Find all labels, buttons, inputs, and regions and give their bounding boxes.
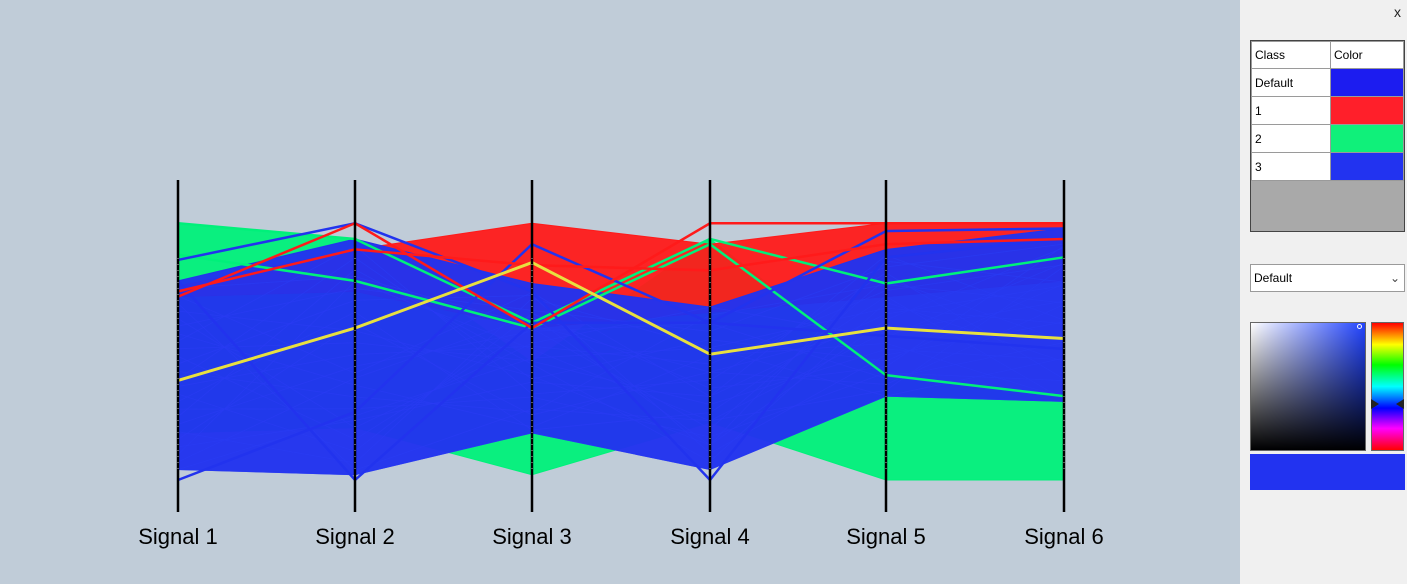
data-line-class-3	[177, 221, 1065, 482]
class-row[interactable]: Default	[1251, 68, 1404, 97]
axis-label-signal-5: Signal 5	[846, 524, 926, 549]
data-line-class-3	[177, 264, 1065, 388]
class-name-cell[interactable]: 3	[1251, 152, 1331, 181]
class-color-table: Class Color Default 1 2 3	[1250, 40, 1405, 232]
axis-label-signal-6: Signal 6	[1024, 524, 1104, 549]
column-header-class: Class	[1251, 41, 1331, 69]
class-color-swatch[interactable]	[1330, 68, 1404, 97]
highlighted-line	[177, 260, 1065, 382]
chevron-down-icon: ⌄	[1389, 271, 1400, 285]
class-color-swatch[interactable]	[1330, 96, 1404, 125]
data-line-class-3	[177, 372, 1065, 438]
axis-label-signal-2: Signal 2	[315, 524, 395, 549]
data-line-class-3	[177, 276, 1065, 373]
hue-slider[interactable]	[1371, 322, 1404, 451]
data-line-class-3	[177, 294, 1065, 454]
data-line-class-2	[177, 242, 1065, 398]
data-line-class-1	[177, 237, 1065, 293]
data-line-class-3	[177, 284, 1065, 413]
close-button[interactable]: x	[1394, 4, 1401, 20]
data-line-class-3	[177, 304, 1065, 440]
data-line-class-3	[177, 243, 1065, 332]
column-header-color: Color	[1330, 41, 1404, 69]
class-dropdown[interactable]: Default ⌄	[1250, 264, 1405, 292]
parallel-coordinates-plot[interactable]: Signal 1 Signal 2 Signal 3 Signal 4 Signal 5…	[0, 0, 1240, 584]
data-line-class-3	[177, 269, 1065, 463]
data-line-class-3	[177, 322, 1065, 425]
saturation-value-picker[interactable]	[1250, 322, 1366, 451]
plot-canvas	[176, 180, 1066, 512]
data-line-class-3	[177, 278, 1065, 440]
data-line-class-1	[177, 221, 1064, 330]
data-line-class-3	[177, 347, 1065, 470]
data-line-class-3	[177, 242, 1065, 482]
data-line-class-3	[177, 342, 1065, 406]
class-row[interactable]: 2	[1251, 124, 1404, 153]
data-line-class-3	[177, 247, 1065, 463]
axis-label-signal-4: Signal 4	[670, 524, 750, 549]
data-line-class-3	[177, 333, 1065, 428]
table-header-row: Class Color	[1251, 41, 1404, 69]
data-line-class-3	[177, 262, 1065, 429]
class-name-cell[interactable]: 1	[1251, 96, 1331, 125]
class-name-cell[interactable]: Default	[1251, 68, 1331, 97]
picker-handle[interactable]	[1357, 324, 1362, 329]
data-line-class-3	[177, 300, 1065, 471]
class-dropdown-value: Default	[1254, 271, 1293, 285]
class-name-cell[interactable]: 2	[1251, 124, 1331, 153]
class-color-swatch[interactable]	[1330, 124, 1404, 153]
data-line-class-3	[177, 395, 1065, 476]
hue-arrow-left-icon[interactable]	[1371, 399, 1379, 409]
side-panel: x Class Color Default 1 2 3 Default ⌄	[1240, 0, 1407, 584]
value-gradient	[1251, 323, 1365, 450]
data-line-class-3	[177, 260, 1065, 446]
hue-arrow-right-icon[interactable]	[1396, 399, 1404, 409]
class-color-swatch[interactable]	[1330, 152, 1404, 181]
axis-label-signal-3: Signal 3	[492, 524, 572, 549]
class-row[interactable]: 3	[1251, 152, 1404, 181]
selected-color-preview	[1250, 454, 1405, 490]
data-line-class-3	[177, 227, 1065, 482]
data-line-class-3	[177, 257, 1065, 380]
class-row[interactable]: 1	[1251, 96, 1404, 125]
data-line-class-3	[177, 254, 1065, 398]
data-line-class-3	[177, 295, 1065, 431]
axis-label-signal-1: Signal 1	[138, 524, 218, 549]
